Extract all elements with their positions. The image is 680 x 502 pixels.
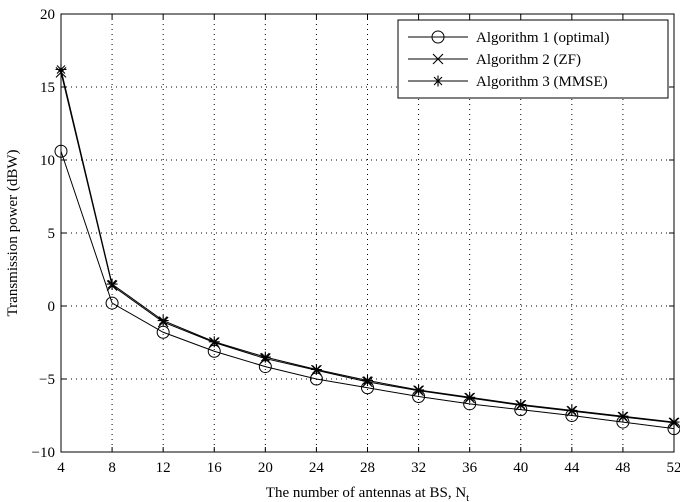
- legend-marker: [432, 75, 444, 87]
- data-point: [566, 404, 578, 416]
- y-tick-label: −10: [32, 445, 55, 461]
- y-axis-label: Transmission power (dBW): [5, 150, 21, 317]
- x-axis-label-main: The number of antennas at BS, N: [266, 485, 467, 501]
- data-point: [362, 374, 373, 386]
- legend-label: Algorithm 1 (optimal): [476, 30, 609, 46]
- x-tick-label: 44: [564, 460, 580, 476]
- data-point: [617, 410, 629, 422]
- data-point: [157, 315, 169, 327]
- x-tick-label: 16: [207, 460, 223, 476]
- legend-label: Algorithm 3 (MMSE): [476, 74, 608, 90]
- legend: Algorithm 1 (optimal) Algorithm 2 (ZF) Alg…: [397, 19, 669, 99]
- data-point: [105, 296, 119, 310]
- legend-item: Algorithm 2 (ZF): [408, 52, 581, 68]
- legend-label: Algorithm 2 (ZF): [476, 52, 581, 68]
- x-tick-label: 52: [667, 460, 680, 476]
- legend-item: Algorithm 3 (MMSE): [408, 74, 608, 90]
- y-tick-label: 20: [40, 7, 55, 23]
- x-tick-label: 12: [156, 460, 171, 476]
- x-axis-label: The number of antennas at BS, Nt: [266, 485, 469, 502]
- y-tick-label: 0: [48, 299, 56, 315]
- y-tick-label: 15: [40, 80, 55, 96]
- x-tick-label: 20: [258, 460, 273, 476]
- data-point: [515, 399, 527, 411]
- legend-item: Algorithm 1 (optimal): [408, 30, 609, 46]
- data-point: [55, 63, 67, 75]
- data-point: [413, 384, 425, 396]
- data-point: [464, 391, 476, 403]
- series: [54, 63, 680, 436]
- x-tick-label: 48: [615, 460, 630, 476]
- x-tick-label: 24: [309, 460, 325, 476]
- data-point: [208, 336, 220, 348]
- series-2: [55, 67, 680, 429]
- data-point: [106, 278, 118, 290]
- x-axis-label-subscript: t: [466, 492, 469, 502]
- x-tick-label: 8: [108, 460, 116, 476]
- series-3: [55, 63, 680, 428]
- legend-marker: [431, 30, 445, 44]
- x-tick-label: 4: [57, 460, 65, 476]
- data-point: [310, 364, 322, 376]
- data-point: [259, 351, 271, 363]
- y-tick-label: 10: [40, 153, 55, 169]
- x-tick-label: 32: [411, 460, 426, 476]
- legend-marker: [432, 53, 444, 65]
- data-point: [668, 416, 680, 428]
- data-point: [156, 325, 170, 339]
- x-tick-label: 36: [462, 460, 478, 476]
- data-point: [54, 144, 68, 158]
- x-tick-label: 28: [360, 460, 375, 476]
- y-tick-label: −5: [39, 372, 55, 388]
- x-tick-label: 40: [513, 460, 528, 476]
- y-tick-label: 5: [48, 226, 56, 242]
